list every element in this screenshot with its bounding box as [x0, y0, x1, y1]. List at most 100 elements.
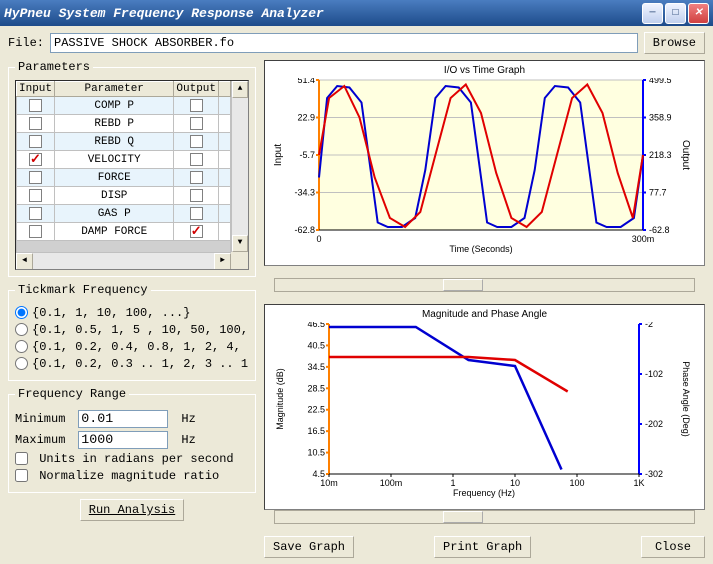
param-hscroll[interactable]: ◄ ► — [16, 252, 231, 269]
svg-text:-102: -102 — [645, 369, 663, 379]
svg-text:77.7: 77.7 — [649, 188, 667, 198]
svg-text:Input: Input — [273, 144, 284, 166]
output-checkbox[interactable] — [190, 99, 203, 112]
min-input[interactable] — [78, 410, 168, 428]
frequency-range-group: Frequency Range Minimum Hz Maximum Hz Un… — [8, 387, 256, 493]
scroll-up-icon[interactable]: ▲ — [232, 81, 248, 98]
output-checkbox[interactable] — [190, 171, 203, 184]
file-input[interactable] — [50, 33, 638, 53]
tickmark-radio[interactable] — [15, 357, 28, 370]
table-row[interactable]: DISP — [17, 187, 231, 205]
svg-text:Time (Seconds): Time (Seconds) — [449, 244, 512, 254]
tickmark-option[interactable]: {0.1, 0.2, 0.4, 0.8, 1, 2, 4, — [15, 340, 249, 354]
input-checkbox[interactable] — [29, 135, 42, 148]
svg-text:10.5: 10.5 — [307, 448, 325, 458]
radians-checkbox[interactable] — [15, 452, 28, 465]
scroll-left-icon[interactable]: ◄ — [16, 253, 33, 270]
svg-text:-202: -202 — [645, 419, 663, 429]
min-label: Minimum — [15, 412, 71, 426]
svg-text:Output: Output — [680, 140, 691, 170]
output-checkbox[interactable] — [190, 135, 203, 148]
table-row[interactable]: GAS P — [17, 205, 231, 223]
col-spacer — [219, 82, 231, 97]
svg-text:Phase Angle (Deg): Phase Angle (Deg) — [681, 361, 691, 437]
print-graph-button[interactable]: Print Graph — [434, 536, 531, 558]
input-checkbox[interactable] — [29, 171, 42, 184]
chart-io-time: I/O vs Time Graph 51.422.9-5.7-34.3-62.8… — [264, 60, 705, 266]
svg-text:22.9: 22.9 — [297, 113, 315, 123]
tickmark-radio[interactable] — [15, 306, 28, 319]
window-title: HyPneu System Frequency Response Analyze… — [4, 6, 324, 21]
max-input[interactable] — [78, 431, 168, 449]
parameters-group: Parameters Input Parameter Output COMP P… — [8, 60, 256, 277]
chart1-svg: 51.422.9-5.7-34.3-62.8499.5358.9218.377.… — [271, 78, 691, 254]
input-checkbox[interactable] — [29, 225, 42, 238]
tickmark-option[interactable]: {0.1, 0.2, 0.3 .. 1, 2, 3 .. 1 — [15, 357, 249, 371]
tickmark-group: Tickmark Frequency {0.1, 1, 10, 100, ...… — [8, 283, 256, 381]
window-close-button[interactable]: ✕ — [688, 3, 709, 24]
output-checkbox[interactable] — [190, 207, 203, 220]
svg-text:22.5: 22.5 — [307, 405, 325, 415]
output-checkbox[interactable] — [190, 153, 203, 166]
radians-label: Units in radians per second — [39, 452, 233, 466]
scroll-down-icon[interactable]: ▼ — [232, 235, 248, 252]
normalize-checkbox[interactable] — [15, 469, 28, 482]
input-checkbox[interactable] — [29, 117, 42, 130]
col-input[interactable]: Input — [17, 82, 55, 97]
max-label: Maximum — [15, 433, 71, 447]
table-row[interactable]: DAMP FORCE — [17, 223, 231, 241]
table-row[interactable]: REBD Q — [17, 133, 231, 151]
output-checkbox[interactable] — [190, 225, 203, 238]
svg-text:218.3: 218.3 — [649, 150, 672, 160]
input-checkbox[interactable] — [29, 189, 42, 202]
param-name: REBD Q — [55, 133, 174, 151]
input-checkbox[interactable] — [29, 99, 42, 112]
max-unit: Hz — [181, 433, 195, 447]
col-parameter[interactable]: Parameter — [55, 82, 174, 97]
browse-button[interactable]: Browse — [644, 32, 705, 54]
svg-text:16.5: 16.5 — [307, 426, 325, 436]
chart2-svg: 46.540.534.528.522.516.510.54.5-2-102-20… — [271, 322, 691, 498]
close-button[interactable]: Close — [641, 536, 705, 558]
input-checkbox[interactable] — [29, 153, 42, 166]
svg-text:34.5: 34.5 — [307, 362, 325, 372]
run-analysis-button[interactable]: Run Analysis — [80, 499, 184, 521]
svg-text:28.5: 28.5 — [307, 383, 325, 393]
table-row[interactable]: COMP P — [17, 97, 231, 115]
svg-text:100m: 100m — [380, 478, 403, 488]
chart1-slider[interactable] — [274, 278, 695, 292]
svg-text:-302: -302 — [645, 469, 663, 479]
chart2-slider[interactable] — [274, 510, 695, 524]
output-checkbox[interactable] — [190, 189, 203, 202]
scroll-right-icon[interactable]: ► — [214, 253, 231, 270]
normalize-label: Normalize magnitude ratio — [39, 469, 219, 483]
param-name: DISP — [55, 187, 174, 205]
param-vscroll[interactable]: ▲ ▼ — [231, 81, 248, 252]
svg-text:Magnitude (dB): Magnitude (dB) — [275, 368, 285, 430]
svg-text:46.5: 46.5 — [307, 322, 325, 329]
svg-text:358.9: 358.9 — [649, 113, 672, 123]
tickmark-option[interactable]: {0.1, 0.5, 1, 5 , 10, 50, 100, — [15, 323, 249, 337]
table-row[interactable]: FORCE — [17, 169, 231, 187]
input-checkbox[interactable] — [29, 207, 42, 220]
svg-text:1: 1 — [450, 478, 455, 488]
table-row[interactable]: VELOCITY — [17, 151, 231, 169]
svg-text:Frequency (Hz): Frequency (Hz) — [453, 488, 515, 498]
tickmark-radio[interactable] — [15, 323, 28, 336]
svg-text:51.4: 51.4 — [297, 78, 315, 85]
maximize-button[interactable]: □ — [665, 3, 686, 24]
tickmark-radio[interactable] — [15, 340, 28, 353]
svg-text:300m: 300m — [632, 234, 655, 244]
tickmark-option[interactable]: {0.1, 1, 10, 100, ...} — [15, 306, 249, 320]
save-graph-button[interactable]: Save Graph — [264, 536, 354, 558]
frequency-range-legend: Frequency Range — [15, 387, 129, 401]
table-row[interactable]: REBD P — [17, 115, 231, 133]
svg-text:-5.7: -5.7 — [299, 150, 315, 160]
col-output[interactable]: Output — [174, 82, 219, 97]
svg-text:0: 0 — [316, 234, 321, 244]
chart1-title: I/O vs Time Graph — [271, 65, 698, 76]
svg-text:1K: 1K — [633, 478, 644, 488]
output-checkbox[interactable] — [190, 117, 203, 130]
minimize-button[interactable]: ─ — [642, 3, 663, 24]
parameters-table: Input Parameter Output COMP P REBD P REB… — [16, 81, 231, 265]
